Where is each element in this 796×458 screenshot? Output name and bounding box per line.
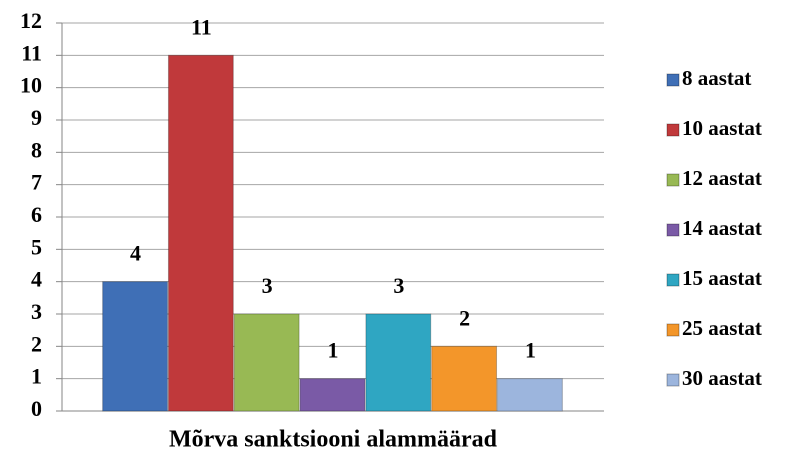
y-tick-label: 8 <box>31 137 42 162</box>
legend-label: 12 aastat <box>682 166 762 190</box>
legend-swatch <box>666 323 680 337</box>
y-tick-label: 5 <box>31 234 42 259</box>
legend-swatch <box>666 273 680 287</box>
data-label: 1 <box>328 338 339 363</box>
data-label: 3 <box>393 273 404 298</box>
y-tick-label: 10 <box>20 73 42 98</box>
legend-label: 30 aastat <box>682 366 762 390</box>
y-tick-label: 12 <box>20 8 42 33</box>
x-tick-label: Mõrva sanktsiooni alammäärad <box>169 427 498 453</box>
y-tick-label: 4 <box>31 267 42 292</box>
legend-label: 14 aastat <box>682 216 762 240</box>
y-tick-label: 6 <box>31 202 42 227</box>
y-tick-label: 2 <box>31 331 42 356</box>
legend-swatch <box>666 373 680 387</box>
data-label: 2 <box>459 305 470 330</box>
bar <box>299 378 366 412</box>
legend-label: 10 aastat <box>682 116 762 140</box>
y-tick-label: 3 <box>31 299 42 324</box>
data-label: 4 <box>130 241 141 266</box>
bar <box>167 54 234 412</box>
bar <box>365 313 432 412</box>
legend-label: 15 aastat <box>682 266 762 290</box>
legend-label: 8 aastat <box>682 66 751 90</box>
bar <box>497 378 563 412</box>
legend-swatch <box>666 223 680 237</box>
data-label: 11 <box>191 14 212 39</box>
legend-label: 25 aastat <box>682 316 762 340</box>
y-tick-label: 9 <box>31 105 42 130</box>
legend-swatch <box>666 173 680 187</box>
y-tick-label: 11 <box>21 40 42 65</box>
bar <box>102 281 168 412</box>
bar <box>431 345 498 412</box>
legend-swatch <box>666 73 680 87</box>
data-label: 3 <box>262 273 273 298</box>
y-tick-label: 1 <box>31 364 42 389</box>
bar <box>233 313 300 412</box>
y-tick-label: 0 <box>31 396 42 421</box>
data-label: 1 <box>525 338 536 363</box>
legend-swatch <box>666 123 680 137</box>
y-tick-label: 7 <box>31 170 42 195</box>
